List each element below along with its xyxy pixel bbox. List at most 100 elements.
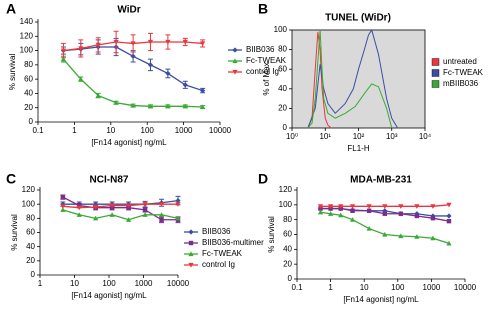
data-point <box>200 41 206 47</box>
panel-label: B <box>258 1 268 17</box>
y-tick-label: 120 <box>20 31 34 40</box>
y-tick-label: 0 <box>288 274 293 283</box>
legend-label: Fc-TWEAK <box>443 68 484 77</box>
x-axis-label: FL1-H <box>347 144 369 153</box>
x-tick-label: 1 <box>328 283 333 292</box>
series-line <box>307 28 399 129</box>
chart-title: NCI-N87 <box>90 175 129 186</box>
series-line <box>62 199 179 205</box>
legend-swatch <box>431 69 440 77</box>
data-point <box>366 204 372 209</box>
series-line <box>62 209 179 221</box>
data-point <box>430 204 436 209</box>
data-point <box>130 41 136 47</box>
x-tick-label: 10 <box>106 126 115 135</box>
data-point <box>165 39 171 45</box>
data-point <box>317 204 324 209</box>
y-tick-label: 0 <box>31 270 36 279</box>
y-tick-label: 40 <box>278 84 287 93</box>
y-tick-label: 20 <box>283 259 292 268</box>
data-point <box>147 62 154 68</box>
legend-marker <box>188 262 194 268</box>
x-axis-label: [Fn14 agonist] ng/mL <box>91 138 167 147</box>
y-tick-label: 40 <box>24 89 33 98</box>
data-point <box>350 208 355 213</box>
panel-label: A <box>6 1 16 17</box>
y-tick-label: 60 <box>278 64 287 73</box>
data-point <box>147 39 154 45</box>
series-line <box>320 207 450 222</box>
legend-label: Fc-TWEAK <box>246 56 287 65</box>
data-point <box>398 233 404 239</box>
data-point <box>430 235 436 241</box>
data-point <box>382 231 388 237</box>
data-point <box>93 204 99 210</box>
legend-label: Fc-TWEAK <box>202 249 243 258</box>
data-point <box>200 104 206 110</box>
data-point <box>109 212 115 217</box>
data-point <box>142 212 148 217</box>
data-point <box>158 212 165 217</box>
series-line <box>62 196 178 221</box>
data-point <box>175 215 181 221</box>
data-point <box>130 102 136 108</box>
legend-label: BIIB036 <box>202 227 231 236</box>
series-line <box>307 29 393 129</box>
y-tick-label: 20 <box>278 104 287 113</box>
y-tick-label: 60 <box>26 228 35 237</box>
data-point <box>317 209 324 215</box>
legend-marker <box>232 47 238 53</box>
x-tick-label: 1 <box>38 279 43 288</box>
data-point <box>430 215 436 221</box>
data-point <box>78 76 84 82</box>
data-point <box>93 215 99 221</box>
x-tick-label: 1000 <box>423 283 441 292</box>
data-point <box>446 202 452 208</box>
data-point <box>165 103 171 109</box>
data-point <box>60 194 66 200</box>
data-point <box>77 203 82 208</box>
y-tick-label: 0 <box>283 123 288 132</box>
x-tick-label: 100 <box>391 283 405 292</box>
series-line <box>62 203 178 209</box>
data-point <box>147 103 154 109</box>
y-axis-label: % survival <box>8 54 17 91</box>
data-point <box>366 225 372 231</box>
data-point <box>446 240 452 246</box>
legend-marker <box>232 58 238 64</box>
data-point <box>382 211 387 216</box>
data-point <box>60 56 67 62</box>
chart-title: MDA-MB-231 <box>350 175 412 186</box>
x-tick-label: 1000 <box>175 126 193 135</box>
data-point <box>414 211 420 217</box>
data-point <box>60 48 67 54</box>
x-tick-label: 10000 <box>454 283 477 292</box>
legend-swatch <box>431 58 440 66</box>
x-tick-label: 10¹ <box>319 132 331 141</box>
y-tick-label: 100 <box>20 46 34 55</box>
data-point <box>130 53 136 59</box>
y-axis-label: % survival <box>10 214 19 251</box>
y-tick-label: 80 <box>278 45 287 54</box>
data-point <box>126 217 132 222</box>
data-point <box>159 217 164 222</box>
legend-marker <box>188 240 194 246</box>
data-point <box>182 82 188 88</box>
panel-label: D <box>258 171 268 187</box>
data-point <box>382 204 388 209</box>
data-point <box>142 207 148 213</box>
data-point <box>398 211 404 216</box>
legend-marker <box>188 251 194 257</box>
panel-label: C <box>6 171 16 187</box>
legend-marker <box>188 229 194 235</box>
x-tick-label: 10 <box>360 283 369 292</box>
data-point <box>366 208 372 213</box>
y-tick-label: 100 <box>22 199 36 208</box>
y-tick-label: 60 <box>24 74 33 83</box>
series-line <box>320 211 450 245</box>
x-tick-label: 10⁰ <box>286 132 298 141</box>
series-line <box>307 31 332 129</box>
data-point <box>109 203 115 209</box>
y-tick-label: 80 <box>26 213 35 222</box>
